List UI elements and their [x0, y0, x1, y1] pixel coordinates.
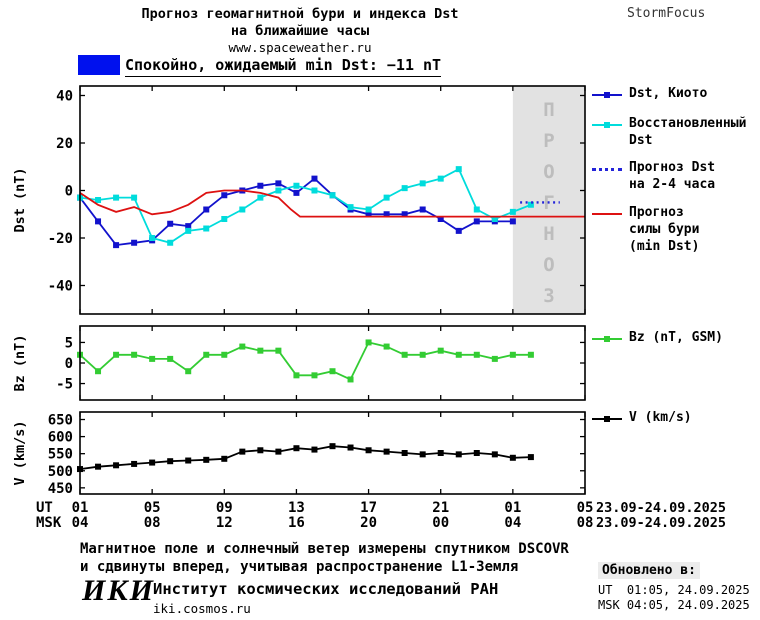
svg-text:З: З — [543, 285, 554, 307]
svg-text:Dst (nT): Dst (nT) — [12, 167, 28, 232]
svg-text:П: П — [543, 99, 554, 121]
svg-text:600: 600 — [48, 430, 73, 446]
storm-strength-line-swatch — [592, 213, 622, 215]
svg-text:23.09-24.09.2025: 23.09-24.09.2025 — [596, 500, 726, 516]
legend-label-v: V (km/s) — [629, 410, 692, 425]
stormfocus-brand: StormFocus — [627, 6, 706, 21]
svg-text:Н: Н — [543, 223, 554, 245]
svg-text:00: 00 — [432, 515, 449, 531]
svg-text:V (km/s): V (km/s) — [12, 420, 28, 485]
svg-text:MSK: MSK — [36, 515, 62, 531]
updated-label: Обновлено в: — [598, 562, 700, 579]
v-line-swatch — [592, 415, 622, 422]
institute-name: Институт космических исследований РАН — [153, 580, 499, 598]
svg-text:20: 20 — [56, 136, 73, 152]
legend-dst-kyoto: Dst, Киото — [592, 86, 760, 103]
svg-text:13: 13 — [288, 500, 305, 516]
svg-text:04: 04 — [504, 515, 521, 531]
restored-dst-line-swatch — [592, 121, 622, 128]
page-subtitle: на ближайшие часы — [230, 23, 370, 39]
iki-logo: ИКИ — [82, 574, 156, 607]
svg-text:17: 17 — [360, 500, 377, 516]
legend-marker-square — [604, 91, 610, 98]
iki-site-url: iki.cosmos.ru — [153, 601, 251, 616]
svg-text:40: 40 — [56, 89, 73, 105]
svg-text:О: О — [543, 161, 554, 183]
legend-marker-square — [604, 415, 610, 422]
svg-text:500: 500 — [48, 464, 73, 480]
chart-panel-1: -5 0 5 Bz (nT) — [12, 325, 586, 401]
legend-bz: Bz (nT, GSM) — [592, 330, 760, 347]
svg-text:450: 450 — [48, 481, 73, 497]
svg-text:01: 01 — [504, 500, 521, 516]
legend-forecast-dst: Прогноз Dst на 2-4 часа — [592, 160, 760, 194]
legend-label-storm-strength: Прогноз силы бури (min Dst) — [629, 205, 700, 254]
svg-text:09: 09 — [216, 500, 233, 516]
legend-marker-square — [604, 121, 610, 128]
svg-text:550: 550 — [48, 447, 73, 463]
svg-text:Р: Р — [543, 130, 554, 152]
svg-text:О: О — [543, 254, 554, 276]
legend-label-forecast-dst: Прогноз Dst на 2-4 часа — [629, 160, 716, 192]
page-title: Прогноз геомагнитной бури и индекса Dst — [141, 6, 459, 22]
bz-line-swatch — [592, 335, 622, 342]
svg-text:08: 08 — [144, 515, 161, 531]
svg-text:-5: -5 — [56, 377, 73, 393]
svg-text:0: 0 — [65, 356, 73, 372]
updated-ut-time: UT 01:05, 24.09.2025 — [598, 583, 750, 597]
updated-msk-time: MSK 04:05, 24.09.2025 — [598, 598, 750, 612]
svg-text:12: 12 — [216, 515, 233, 531]
forecast-dst-dotted-swatch — [592, 168, 622, 171]
svg-text:-40: -40 — [48, 279, 73, 295]
legend-v: V (km/s) — [592, 410, 760, 427]
legend-label-dst-kyoto: Dst, Киото — [629, 86, 708, 101]
svg-text:05: 05 — [144, 500, 161, 516]
storm-status-text: Спокойно, ожидаемый min Dst: −11 nT — [125, 56, 442, 77]
svg-text:Bz (nT): Bz (nT) — [12, 335, 28, 392]
svg-text:5: 5 — [65, 335, 73, 351]
dst-kyoto-line-swatch — [592, 91, 622, 98]
svg-text:650: 650 — [48, 413, 73, 429]
spaceweather-url: www.spaceweather.ru — [228, 40, 372, 55]
legend-label-bz: Bz (nT, GSM) — [629, 330, 723, 345]
forecast-region — [512, 86, 585, 314]
svg-text:0: 0 — [65, 184, 73, 200]
svg-text:05: 05 — [577, 500, 594, 516]
svg-text:UT: UT — [36, 500, 53, 516]
legend-marker-square — [604, 335, 610, 342]
measurement-note-line2: и сдвинуты вперед, учитывая распростране… — [80, 559, 519, 575]
legend-restored-dst: Восстановленный Dst — [592, 116, 760, 150]
legend-label-restored-dst: Восстановленный Dst — [629, 116, 747, 148]
svg-text:23.09-24.09.2025: 23.09-24.09.2025 — [596, 515, 726, 531]
svg-text:20: 20 — [360, 515, 377, 531]
storm-level-swatch — [78, 55, 120, 75]
svg-text:08: 08 — [577, 515, 594, 531]
legend-storm-strength: Прогноз силы бури (min Dst) — [592, 205, 760, 256]
svg-text:01: 01 — [72, 500, 89, 516]
svg-text:16: 16 — [288, 515, 305, 531]
svg-text:-20: -20 — [48, 231, 73, 247]
measurement-note-line1: Магнитное поле и солнечный ветер измерен… — [80, 541, 569, 557]
svg-text:21: 21 — [432, 500, 449, 516]
svg-text:04: 04 — [72, 515, 89, 531]
